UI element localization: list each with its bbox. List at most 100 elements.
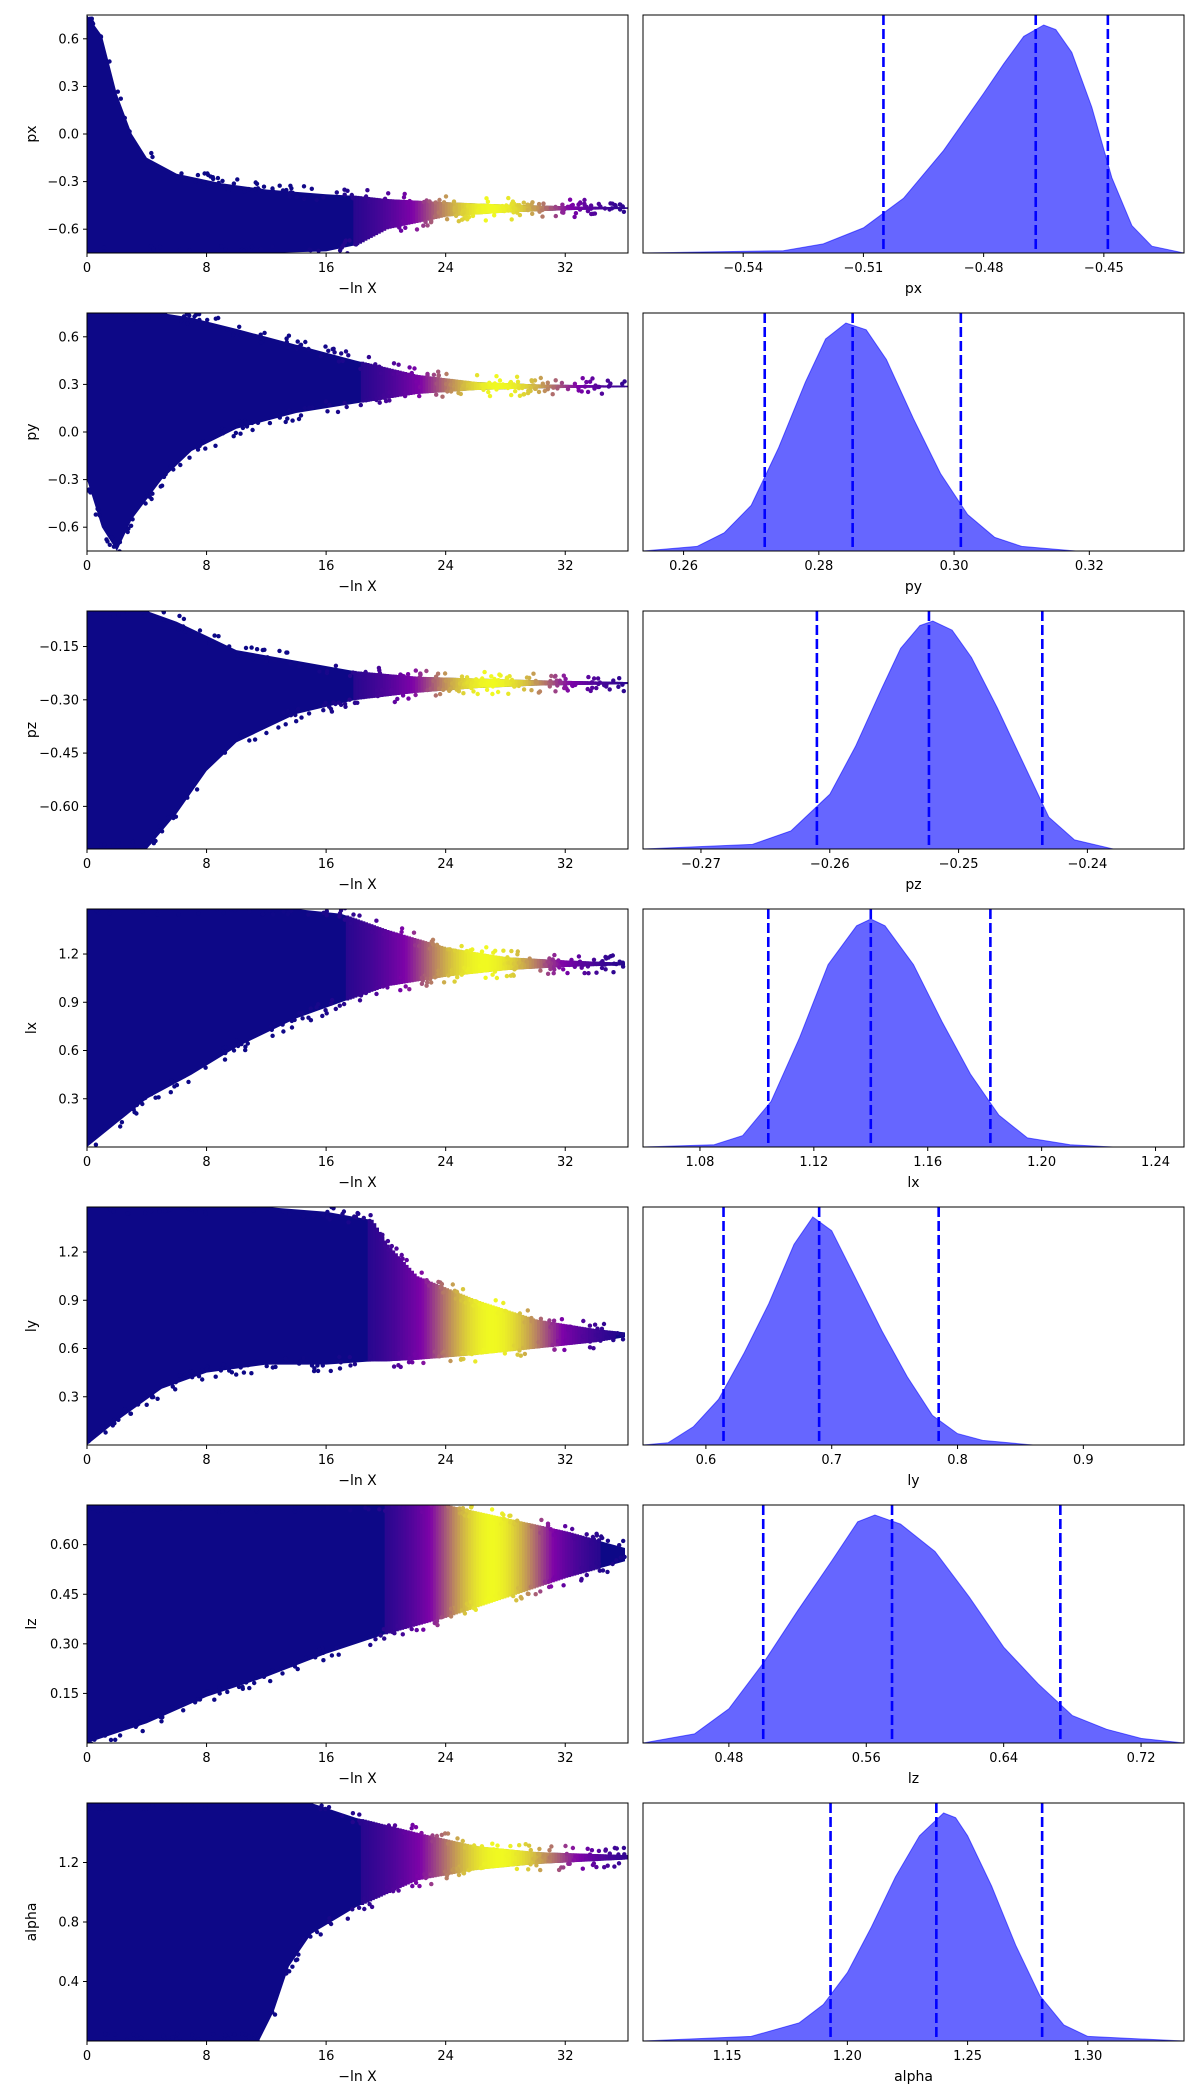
trace-point (295, 1957, 300, 1962)
trace-point (542, 962, 548, 967)
trace-point (350, 1819, 355, 1825)
trace-point (289, 1359, 294, 1364)
x-tick-label: 24 (437, 1751, 454, 1766)
trace-point (204, 1366, 209, 1372)
trace-point (565, 204, 570, 209)
trace-strip (402, 1262, 406, 1361)
trace-strip (608, 681, 613, 685)
trace-point (156, 1207, 162, 1210)
trace-point (397, 1351, 402, 1357)
trace-strip (553, 1322, 557, 1347)
trace-point (462, 965, 467, 970)
trace-strip (366, 1820, 370, 1903)
trace-strip (431, 943, 436, 979)
trace-strip (440, 945, 444, 978)
trace-point (498, 673, 503, 678)
x-tick-label: 0 (83, 559, 91, 574)
trace-strip (418, 939, 422, 981)
trace-point (469, 685, 474, 691)
trace-point (530, 200, 535, 205)
trace-point (382, 1508, 388, 1514)
trace-point (154, 912, 160, 917)
trace-point (442, 1290, 447, 1295)
trace-point (201, 1207, 206, 1211)
trace-strip (401, 1829, 405, 1887)
trace-strip (393, 674, 397, 696)
trace-strip (454, 379, 459, 392)
trace-point (502, 1516, 507, 1522)
trace-point (377, 400, 382, 405)
trace-point (566, 1325, 571, 1330)
trace-point (326, 348, 331, 353)
x-tick-label: 24 (437, 2049, 454, 2064)
trace-point (184, 313, 189, 317)
trace-point (548, 205, 554, 211)
trace-point (433, 200, 438, 205)
trace-point (341, 1209, 347, 1214)
trace-strip (495, 204, 500, 214)
trace-strip (454, 1841, 459, 1874)
trace-point (481, 1347, 487, 1352)
trace-point (464, 675, 470, 680)
trace-point (233, 909, 238, 913)
trace-strip (400, 1505, 405, 1630)
trace-point (203, 1211, 208, 1217)
trace-point (192, 1700, 198, 1705)
trace-strip (377, 198, 381, 234)
x-axis-label: alpha (894, 2069, 933, 2085)
trace-point (169, 1078, 174, 1083)
trace-strip (498, 1848, 502, 1868)
trace-strip (376, 1823, 381, 1898)
trace-point (563, 676, 568, 682)
trace-point (342, 917, 347, 922)
trace-point (143, 1095, 148, 1101)
trace-point (516, 386, 522, 391)
trace-point (604, 1334, 610, 1340)
x-tick-label: 16 (318, 1453, 335, 1468)
trace-point (403, 390, 408, 395)
trace-point (584, 1572, 589, 1578)
trace-strip (366, 197, 371, 240)
x-tick-label: −0.48 (964, 261, 1004, 276)
trace-strip (497, 1516, 501, 1601)
trace-strip (536, 958, 541, 969)
trace-strip (586, 1537, 590, 1572)
trace-strip (473, 1845, 478, 1871)
density-area (643, 24, 1184, 253)
trace-point (432, 975, 438, 980)
trace-point (374, 918, 379, 923)
trace-strip (590, 961, 594, 967)
x-tick-label: 0.28 (804, 559, 833, 574)
trace-point (173, 1387, 178, 1392)
posterior-pz (643, 611, 1184, 849)
axes-frame (642, 312, 1185, 552)
trace-strip (417, 1505, 421, 1626)
trace-strip (480, 1301, 484, 1355)
trace-strip (539, 959, 543, 969)
trace-strip (519, 1521, 523, 1593)
trace-point (603, 967, 608, 972)
trace-strip (495, 1515, 499, 1601)
trace-point (591, 676, 597, 681)
trace-strip (356, 195, 360, 246)
x-tick-label: 0 (83, 857, 91, 872)
trace-point (269, 1027, 274, 1033)
trace-point (586, 971, 591, 976)
trace-point (110, 1505, 115, 1508)
trace-point (482, 669, 487, 675)
trace-point (243, 1044, 248, 1049)
trace-point (87, 1439, 91, 1444)
trace-point (343, 238, 348, 243)
axes-frame (86, 908, 629, 1148)
trace-point (374, 688, 380, 693)
trace-point (173, 1380, 178, 1385)
trace-point (424, 976, 429, 981)
trace-point (413, 1825, 419, 1830)
trace-point (246, 186, 251, 192)
trace-point (165, 1807, 170, 1812)
trace-strip (395, 1827, 400, 1890)
trace-strip (380, 673, 384, 697)
trace-point (381, 1627, 386, 1632)
trace-strip (564, 1324, 568, 1346)
trace-point (292, 1664, 298, 1669)
